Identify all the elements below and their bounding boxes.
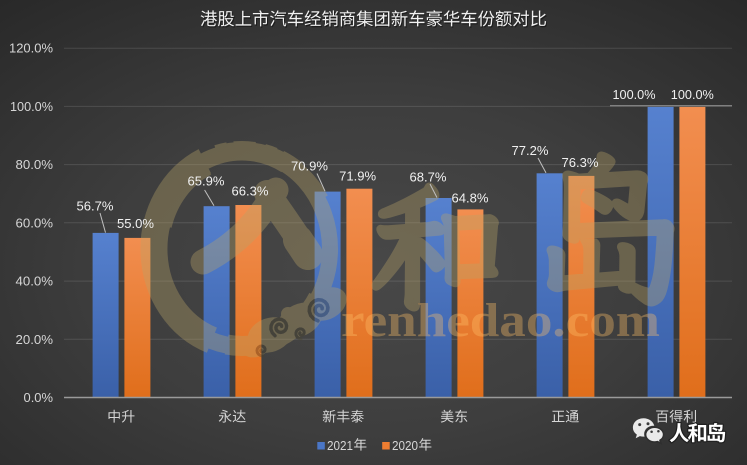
svg-text:64.8%: 64.8% [452, 191, 489, 206]
svg-text:80.0%: 80.0% [16, 157, 54, 172]
svg-text:70.9%: 70.9% [291, 159, 328, 174]
svg-text:60.0%: 60.0% [16, 215, 54, 230]
svg-text:68.7%: 68.7% [410, 170, 447, 185]
svg-text:100.0%: 100.0% [613, 87, 656, 102]
svg-text:66.3%: 66.3% [232, 184, 269, 199]
svg-text:55.0%: 55.0% [117, 216, 154, 231]
svg-text:71.9%: 71.9% [339, 168, 376, 183]
svg-text:120.0%: 120.0% [9, 41, 53, 56]
svg-text:0.0%: 0.0% [24, 390, 54, 405]
svg-text:76.3%: 76.3% [562, 155, 599, 170]
svg-text:20.0%: 20.0% [16, 332, 54, 347]
svg-text:40.0%: 40.0% [16, 274, 54, 289]
svg-text:77.2%: 77.2% [512, 143, 549, 158]
svg-text:65.9%: 65.9% [188, 174, 225, 189]
svg-text:2020: 2020 [392, 438, 418, 453]
svg-text:2021: 2021 [327, 438, 353, 453]
svg-text:renhedao.com: renhedao.com [341, 294, 660, 347]
svg-text:100.0%: 100.0% [10, 99, 53, 114]
svg-text:56.7%: 56.7% [77, 199, 114, 214]
svg-text:100.0%: 100.0% [671, 87, 714, 102]
